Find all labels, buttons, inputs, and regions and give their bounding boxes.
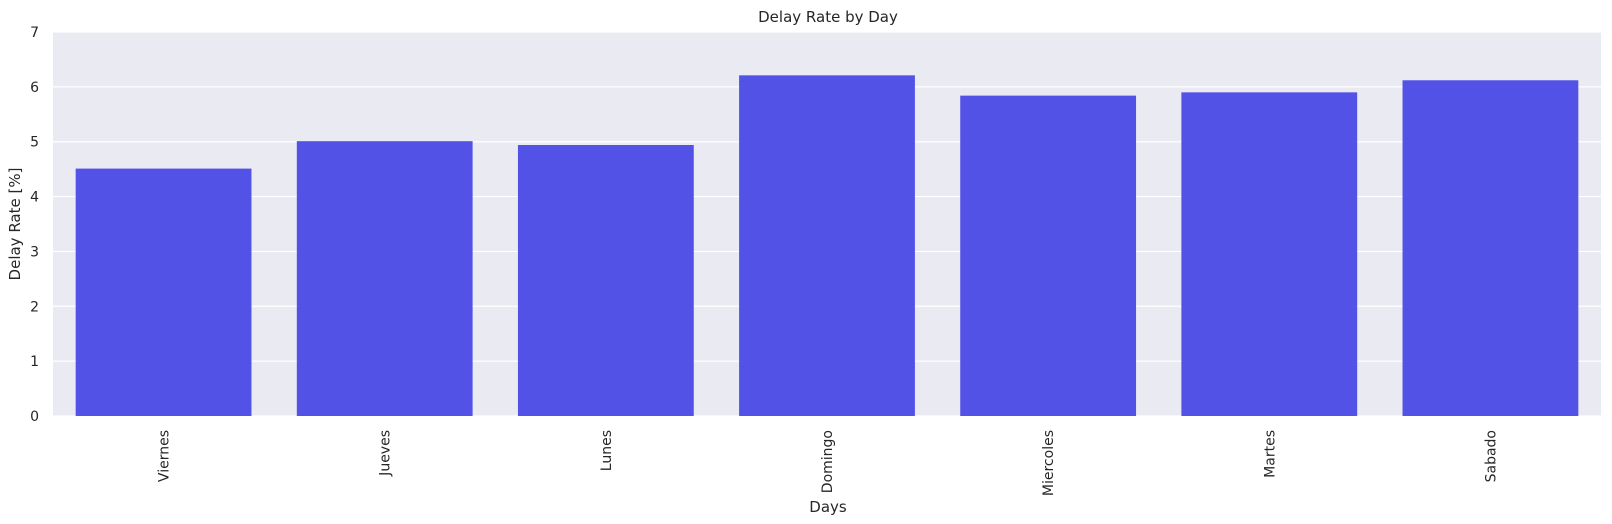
- y-tick-label: 5: [30, 135, 39, 151]
- bar-martes: [1181, 92, 1358, 416]
- bar-miercoles: [960, 95, 1137, 417]
- bars: [75, 75, 1579, 417]
- chart-title: Delay Rate by Day: [758, 8, 898, 26]
- y-axis-label: Delay Rate [%]: [6, 168, 24, 281]
- x-tick-label: Miercoles: [1041, 430, 1057, 496]
- y-tick-label: 0: [30, 409, 39, 425]
- bar-sabado: [1402, 80, 1579, 416]
- y-tick-label: 1: [30, 354, 39, 370]
- x-tick-label: Jueves: [378, 430, 394, 477]
- bar-lunes: [517, 145, 694, 416]
- y-tick-label: 2: [30, 299, 39, 315]
- x-axis-ticks: Viernes Jueves Lunes Domingo Miercoles Martes…: [157, 430, 1500, 496]
- bar-domingo: [739, 75, 915, 416]
- bar-jueves: [296, 141, 473, 416]
- x-axis-label: Days: [809, 498, 847, 516]
- bar-viernes: [75, 168, 252, 416]
- x-tick-label: Viernes: [157, 430, 173, 482]
- y-tick-label: 3: [30, 244, 39, 260]
- y-tick-label: 4: [30, 190, 39, 206]
- x-tick-label: Lunes: [599, 430, 615, 471]
- y-tick-label: 7: [30, 25, 39, 41]
- y-axis-ticks: 0 1 2 3 4 5 6 7: [30, 25, 39, 425]
- x-tick-label: Martes: [1262, 430, 1278, 478]
- x-tick-label: Sabado: [1483, 430, 1499, 482]
- y-tick-label: 6: [30, 80, 39, 96]
- x-tick-label: Domingo: [820, 430, 836, 493]
